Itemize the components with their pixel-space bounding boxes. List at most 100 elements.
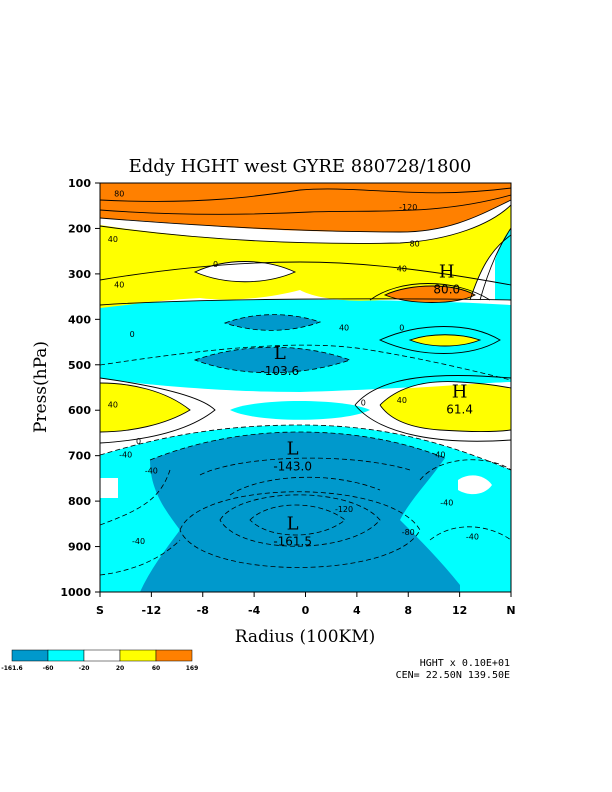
contour-label: 40	[397, 396, 407, 405]
y-tick-label: 400	[68, 313, 91, 326]
extreme-symbol: H	[439, 261, 455, 282]
fill-white-left-pocket	[100, 478, 118, 498]
contour-line	[100, 261, 511, 286]
extreme-value: -161.5	[273, 534, 312, 548]
contour-label: 0	[399, 323, 404, 332]
extreme-value: -143.0	[273, 459, 312, 473]
contour-lines	[100, 187, 511, 444]
fill-blue-mid-lower	[195, 347, 350, 373]
legend-label: -161.6	[1, 665, 22, 672]
contour-label: -40	[132, 537, 145, 546]
contour-line	[100, 194, 511, 215]
y-tick-label: 600	[68, 404, 91, 417]
contour-line	[100, 382, 191, 433]
legend-swatch-2	[47, 649, 85, 662]
contour-label: -120	[335, 505, 353, 514]
y-tick-label: 1000	[60, 586, 91, 599]
contour-label: 80	[114, 189, 124, 198]
contour-line	[378, 326, 501, 354]
contour-line	[100, 539, 181, 576]
contour-label: 40	[397, 264, 407, 273]
contour-line	[379, 404, 511, 432]
contour-line	[100, 469, 171, 526]
contour-line	[219, 494, 381, 547]
contour-line	[100, 187, 511, 202]
contour-label: -40	[466, 532, 479, 541]
x-tick-label: -4	[248, 604, 261, 617]
contour-label: 40	[108, 235, 118, 244]
contour-line	[354, 375, 511, 406]
x-tick-label: -12	[141, 604, 161, 617]
legend-labels: -161.6 -60 -20 20 60 169	[1, 665, 198, 672]
y-tick-label: 200	[68, 222, 91, 235]
contour-label: 0	[136, 437, 141, 446]
legend-label: -20	[79, 665, 90, 672]
contour-label: 40	[435, 451, 445, 460]
legend-swatch-1	[11, 649, 49, 662]
contour-line	[100, 344, 511, 381]
fill-orange-h	[385, 286, 475, 303]
fill-orange-top	[100, 183, 511, 232]
contour-label: 80	[410, 239, 420, 248]
fill-blue-mid-upper	[225, 314, 320, 331]
y-tick-label: 700	[68, 450, 91, 463]
extreme-value: -103.6	[260, 364, 299, 378]
contour-line	[419, 459, 511, 481]
contour-line	[379, 381, 511, 406]
contour-label: 40	[108, 401, 118, 410]
extreme-value: 80.0	[433, 282, 460, 296]
contour-line	[100, 204, 511, 244]
contour-line	[479, 227, 511, 301]
contour-line	[199, 457, 411, 476]
contour-line	[149, 431, 446, 461]
contour-label: 0	[213, 260, 218, 269]
contour-label: -40	[440, 498, 453, 507]
contour-label: 0	[361, 398, 366, 407]
extreme-symbol: L	[274, 343, 286, 364]
fill-yellow-upper	[100, 205, 511, 308]
fill-white-mid-lower	[100, 378, 511, 470]
negative-contour-lines	[100, 314, 511, 576]
x-tick-label: N	[506, 604, 515, 617]
extreme-symbol: L	[287, 438, 299, 459]
contour-line	[354, 404, 511, 442]
fill-white-eye-top	[195, 261, 295, 282]
contour-line	[100, 424, 511, 471]
contour-label: -80	[402, 528, 415, 537]
filled-contours	[100, 183, 511, 592]
fill-blue-lower	[140, 432, 460, 592]
contour-label: -120	[399, 203, 417, 212]
legend-label: 20	[116, 665, 124, 672]
x-tick-label: 8	[404, 604, 412, 617]
contour-line	[469, 234, 511, 301]
legend-swatch-3	[83, 649, 121, 662]
fill-cyan-right-upper	[495, 228, 511, 300]
contour-labels: 80 -120 40 80 40 40 0 0 0 40 40 0 0 40 -40 -40 -120 -80 -4…	[108, 189, 479, 546]
x-tick-label: 4	[353, 604, 361, 617]
contour-label: 40	[114, 280, 124, 289]
contour-label: -40	[145, 467, 158, 476]
legend-label: 169	[186, 665, 199, 672]
fill-yellow-left-mid	[100, 383, 190, 432]
contour-line	[369, 283, 491, 301]
footnote-scale: HGHT x 0.10E+01	[420, 658, 510, 669]
x-tick-label: S	[96, 604, 104, 617]
contour-line	[223, 314, 322, 331]
legend-swatch-5	[155, 649, 193, 662]
legend-label: -60	[43, 665, 54, 672]
contour-label: 0	[130, 330, 135, 339]
fill-cyan-bridge	[230, 401, 370, 420]
legend-label: 60	[152, 665, 160, 672]
x-tick-label: 0	[302, 604, 310, 617]
legend-swatch-4	[119, 649, 157, 662]
color-legend: -161.6 -60 -20 20 60 169	[1, 649, 198, 672]
fill-white-right-pocket	[458, 475, 492, 495]
contour-line	[179, 491, 421, 568]
y-tick-label: 100	[68, 177, 91, 190]
extreme-value: 61.4	[446, 403, 473, 417]
x-tick-label: -8	[197, 604, 209, 617]
contour-line	[429, 526, 511, 541]
contour-line	[249, 504, 346, 536]
contour-line	[100, 377, 216, 444]
